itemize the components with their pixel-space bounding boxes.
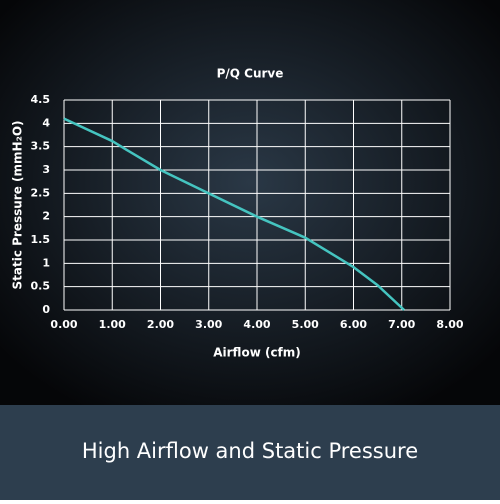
x-tick-label: 0.00 (50, 318, 77, 331)
x-axis-label: Airflow (cfm) (213, 346, 301, 360)
y-tick-label: 2 (42, 210, 50, 223)
y-tick-label: 3 (42, 163, 50, 176)
x-tick-label: 5.00 (292, 318, 319, 331)
x-tick-label: 8.00 (436, 318, 463, 331)
y-tick-label: 1.5 (31, 233, 51, 246)
y-tick-label: 4 (42, 116, 50, 129)
x-tick-label: 4.00 (243, 318, 270, 331)
data-line (63, 117, 406, 311)
x-tick-label: 3.00 (195, 318, 222, 331)
y-tick-label: 1 (42, 256, 50, 269)
y-axis-label: Static Pressure (mmH₂O) (11, 120, 25, 289)
y-tick-label: 4.5 (31, 93, 51, 106)
banner-text: High Airflow and Static Pressure (82, 439, 418, 463)
chart-title: P/Q Curve (217, 67, 284, 81)
y-tick-label: 0 (42, 303, 50, 316)
x-tick-label: 1.00 (99, 318, 126, 331)
y-tick-label: 2.5 (31, 186, 51, 199)
x-tick-label: 7.00 (388, 318, 415, 331)
x-tick-label: 6.00 (340, 318, 367, 331)
y-tick-label: 3.5 (31, 140, 51, 153)
banner (0, 405, 500, 500)
background (0, 0, 500, 405)
x-tick-label: 2.00 (147, 318, 174, 331)
y-tick-label: 0.5 (31, 280, 51, 293)
